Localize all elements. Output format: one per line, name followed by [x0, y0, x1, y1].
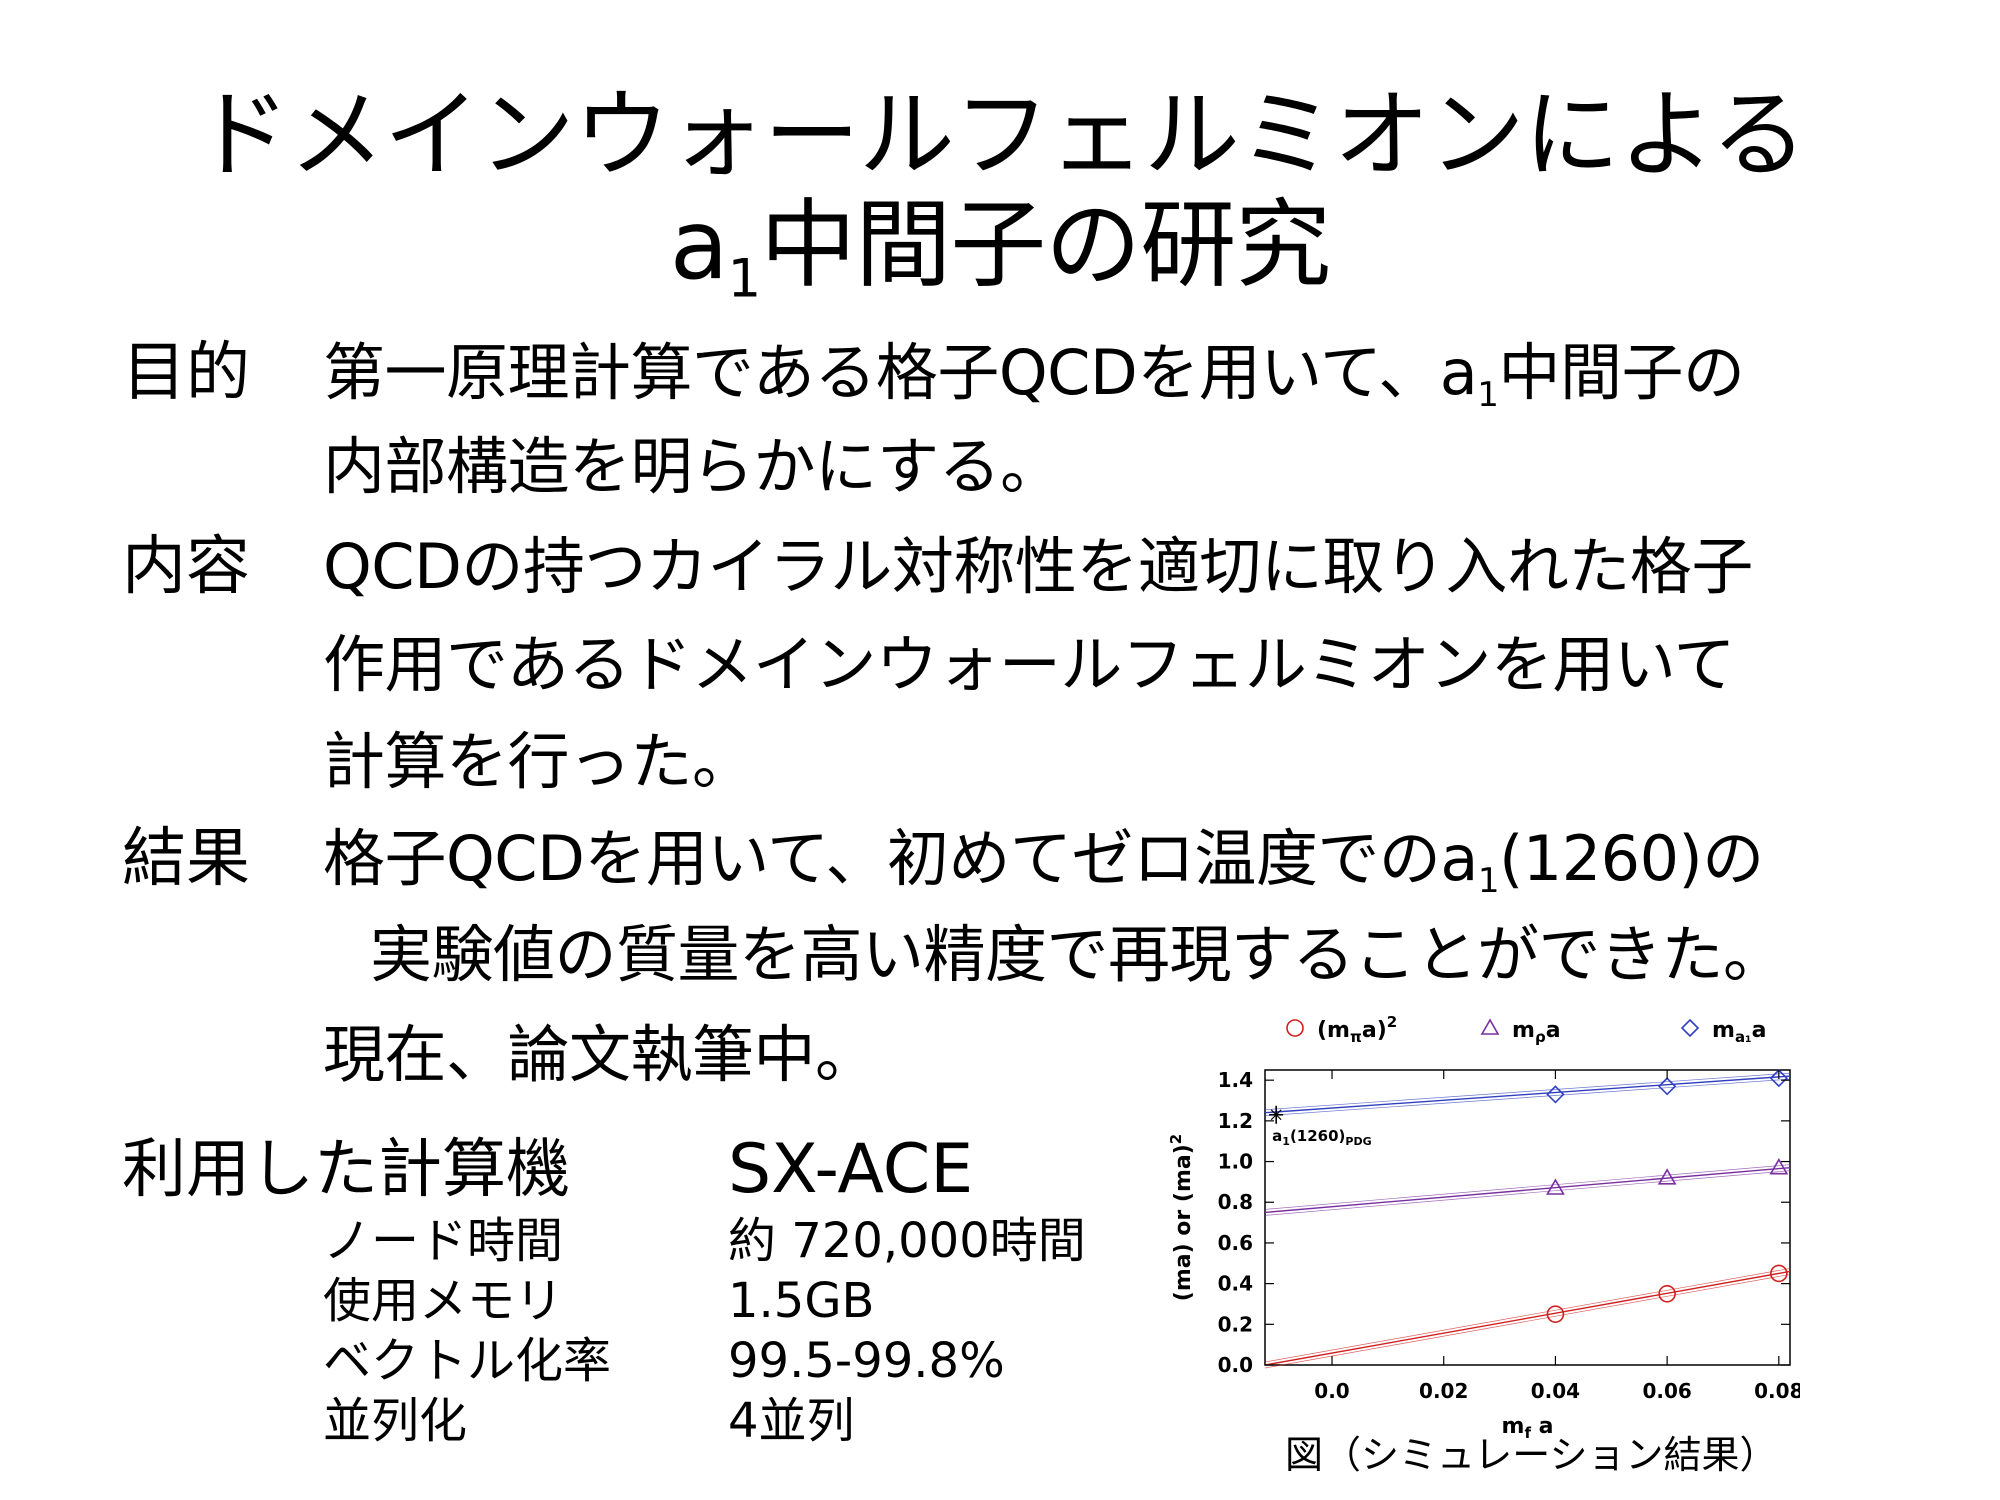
error-band-line	[1264, 1078, 1791, 1117]
triangle-marker	[1657, 1168, 1677, 1185]
spec-value-vectorization: 99.5-99.8%	[728, 1333, 1005, 1389]
chart-legend: (mπa)2 mρa ma₁a	[1286, 1013, 1767, 1046]
x-tick-label: 0.0	[1314, 1379, 1349, 1403]
axis-ticks: 0.0 0.2 0.4 0.6 0.8 1.0 1.2 1.4 0.0 0.02 0.04 0.06 0…	[1218, 1068, 1800, 1403]
triangle-marker	[1769, 1158, 1789, 1175]
result-line2: 実験値の質量を高い精度で再現することができた。	[370, 918, 1785, 991]
result-line3: 現在、論文執筆中。	[323, 1018, 877, 1091]
error-band-line	[1264, 1268, 1791, 1363]
y-tick-label: 0.0	[1218, 1353, 1253, 1377]
spec-label-memory: 使用メモリ	[323, 1273, 564, 1329]
figure-caption: 図（シミュレーション結果）	[1285, 1433, 1778, 1477]
slide-title-line2: a1中間子の研究	[669, 189, 1331, 310]
content-line3: 計算を行った。	[323, 725, 754, 798]
plot-frame	[1264, 1069, 1791, 1366]
legend-label: (mπa)2	[1317, 1013, 1397, 1046]
slide-title-line1: ドメインウォールフェルミオンによる	[193, 79, 1807, 191]
x-tick-label: 0.04	[1531, 1379, 1580, 1403]
legend-label: ma₁a	[1712, 1018, 1767, 1046]
circle-marker	[1770, 1264, 1788, 1283]
content-line2: 作用であるドメインウォールフェルミオンを用いて	[323, 628, 1736, 701]
diamond-marker	[1769, 1069, 1788, 1088]
content-line1: QCDの持つカイラル対称性を適切に取り入れた格子	[323, 530, 1753, 603]
triangle-marker	[1546, 1178, 1565, 1195]
spec-value-parallel: 4並列	[728, 1393, 855, 1449]
fit-lines	[1264, 1072, 1791, 1369]
y-tick-label: 1.0	[1218, 1150, 1253, 1174]
triangle-marker	[1480, 1018, 1500, 1035]
y-axis-label: (ma) or (ma)2	[1167, 1134, 1196, 1301]
diamond-marker	[1657, 1077, 1677, 1096]
y-tick-label: 0.8	[1218, 1190, 1253, 1214]
result-label: 結果	[122, 822, 250, 896]
diamond-marker	[1546, 1085, 1565, 1104]
spec-label-parallel: 並列化	[323, 1393, 468, 1449]
legend-label: mρa	[1512, 1018, 1561, 1046]
data-markers	[1546, 1069, 1789, 1323]
y-tick-label: 1.4	[1218, 1068, 1253, 1092]
x-axis-label: mf a	[1502, 1414, 1554, 1442]
error-band-line	[1264, 1170, 1791, 1216]
purpose-line1: 第一原理計算である格子QCDを用いて、a1中間子の	[323, 336, 1745, 415]
pdg-annotation: a1(1260)PDG	[1269, 1105, 1372, 1148]
purpose-line2: 内部構造を明らかにする。	[323, 430, 1062, 503]
error-band-line	[1264, 1274, 1791, 1369]
circle-marker	[1286, 1019, 1304, 1037]
fit-line	[1264, 1075, 1791, 1114]
error-band-line	[1264, 1164, 1791, 1210]
x-tick-label: 0.06	[1642, 1379, 1691, 1403]
x-tick-label: 0.08	[1754, 1379, 1800, 1403]
fit-line	[1264, 1166, 1791, 1214]
computer-label: 利用した計算機	[122, 1133, 570, 1207]
spec-value-memory: 1.5GB	[728, 1273, 875, 1329]
diamond-marker	[1680, 1018, 1700, 1038]
error-band-line	[1264, 1072, 1791, 1111]
purpose-label: 目的	[122, 336, 250, 410]
circle-marker	[1546, 1305, 1565, 1323]
y-tick-label: 1.2	[1218, 1109, 1253, 1133]
spec-value-node-time: 約 720,000時間	[728, 1213, 1086, 1269]
simulation-chart: (mπa)2 mρa ma₁a 0.00.20.40.60.81.01.21.40.…	[1167, 1013, 1800, 1442]
pdg-marker	[1270, 1109, 1282, 1121]
x-tick-label: 0.02	[1419, 1379, 1468, 1403]
circle-marker	[1658, 1284, 1676, 1303]
y-tick-label: 0.4	[1218, 1272, 1253, 1296]
content-label: 内容	[122, 530, 250, 604]
pdg-label: a1(1260)PDG	[1272, 1127, 1371, 1148]
y-tick-label: 0.2	[1218, 1312, 1253, 1336]
fit-line	[1264, 1270, 1791, 1366]
y-tick-label: 0.6	[1218, 1231, 1253, 1255]
spec-label-node-time: ノード時間	[323, 1213, 564, 1269]
computer-name: SX-ACE	[728, 1130, 974, 1209]
result-line1: 格子QCDを用いて、初めてゼロ温度でのa1(1260)の	[323, 822, 1764, 901]
spec-label-vectorization: ベクトル化率	[323, 1333, 612, 1389]
